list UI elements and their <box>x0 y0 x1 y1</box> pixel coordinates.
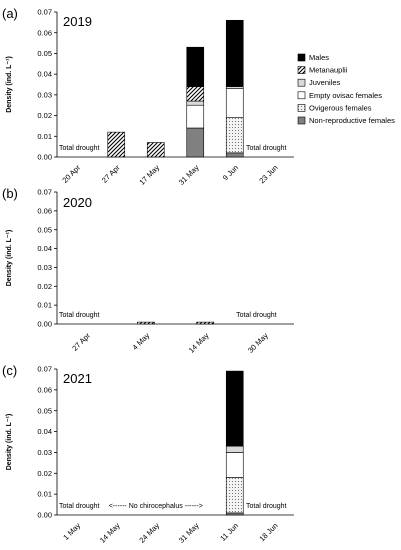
legend-label-empty-ovisac-females: Empty ovisac females <box>309 91 382 100</box>
y-tick-label: 0.02 <box>37 282 52 291</box>
x-tick-label: 17 May <box>137 163 161 187</box>
annotation-text: Total drought <box>236 312 277 319</box>
bar-metanauplii-14-may <box>196 321 214 325</box>
bar-empty-ovisac-females-11-jun <box>225 452 244 478</box>
panel-b: (b) Density (ind. L⁻¹) 0.00 0.01 0.02 0.03 0.0… <box>2 186 294 355</box>
y-axis-label: Density (ind. L⁻¹) <box>6 414 13 471</box>
year-label: 2021 <box>63 371 92 386</box>
y-tick-label: 0.05 <box>37 49 52 58</box>
y-tick-label: 0.04 <box>37 427 52 436</box>
bar-juveniles-11-jun <box>225 445 244 453</box>
bar-non-reproductive-females-9-jun <box>225 152 244 158</box>
y-tick-label: 0.06 <box>37 206 52 215</box>
y-tick-label: 0.04 <box>37 244 52 253</box>
y-tick-label: 0.04 <box>37 70 52 79</box>
panel-c: (c) Density (ind. L⁻¹) 0.00 0.01 0.02 0.03 0.0… <box>2 363 294 545</box>
legend-label-juveniles: Juveniles <box>309 78 341 87</box>
annotation-text: Total drought <box>246 503 287 510</box>
bar-ovigerous-females-11-jun <box>225 477 244 514</box>
x-tick-label: 27 Apr <box>100 163 122 185</box>
y-tick-label: 0.02 <box>37 469 52 478</box>
y-tick-label: 0.07 <box>37 188 52 197</box>
bar-metanauplii-31-may <box>186 86 205 102</box>
y-tick-label: 0.03 <box>37 448 52 457</box>
x-tick-label: 4 May <box>130 331 151 352</box>
x-tick-label: 1 May <box>61 521 82 542</box>
panel-label: (c) <box>2 363 17 378</box>
bar-non-reproductive-females-11-jun <box>225 512 244 516</box>
x-tick-label: 23 Jun <box>257 163 279 185</box>
legend-swatch-ovigerous-females <box>297 104 306 112</box>
x-tick-label: 31 May <box>177 521 201 545</box>
legend-swatch-empty-ovisac-females <box>297 91 306 100</box>
y-tick-label: 0.00 <box>37 153 52 162</box>
y-tick-label: 0.05 <box>37 225 52 234</box>
y-tick-label: 0.01 <box>37 490 52 499</box>
x-tick-label: 14 May <box>187 331 211 355</box>
legend-label-ovigerous-females: Ovigerous females <box>309 103 372 112</box>
x-tick-label: 11 Jun <box>218 521 240 543</box>
year-label: 2019 <box>63 14 92 29</box>
x-tick-label: 9 Jun <box>221 163 240 182</box>
legend-swatch-juveniles <box>297 78 306 87</box>
annotation-text: Total drought <box>59 312 100 319</box>
bar-non-reproductive-females-31-may <box>186 127 205 158</box>
legend-swatch-males <box>297 53 306 62</box>
bar-males-11-jun <box>225 370 244 447</box>
panel-label: (b) <box>2 186 18 201</box>
y-tick-label: 0.07 <box>37 365 52 374</box>
y-tick-label: 0.07 <box>37 8 52 17</box>
bar-males-31-may <box>186 46 205 87</box>
x-tick-label: 30 May <box>246 331 270 355</box>
legend-label-males: Males <box>309 53 329 62</box>
panel-a: (a) Density (ind. L⁻¹) 0.00 0.01 0.02 0.03 0.0… <box>2 6 395 187</box>
annotation-text: Total drought <box>246 145 287 152</box>
bar-empty-ovisac-females-9-jun <box>225 88 244 118</box>
year-label: 2020 <box>63 195 92 210</box>
panel-label: (a) <box>2 6 18 21</box>
x-tick-label: 18 Jun <box>257 521 279 543</box>
y-tick-label: 0.05 <box>37 406 52 415</box>
bar-juveniles-9-jun <box>225 86 244 89</box>
y-tick-label: 0.01 <box>37 301 52 310</box>
legend-label-metanauplii: Metanauplii <box>309 66 348 75</box>
annotation-text: <------ No chirocephalus ------> <box>109 503 203 510</box>
annotation-text: Total drought <box>59 503 100 510</box>
legend-label-non-reproductive-females: Non-reproductive females <box>309 116 395 125</box>
bar-juveniles-31-may <box>186 100 205 106</box>
bar-metanauplii-17-may <box>146 142 165 158</box>
y-tick-label: 0.02 <box>37 111 52 120</box>
x-tick-label: 20 Apr <box>60 163 82 185</box>
y-tick-label: 0.00 <box>37 511 52 520</box>
bar-ovigerous-females-9-jun <box>225 117 244 154</box>
y-axis-label: Density (ind. L⁻¹) <box>6 56 13 113</box>
x-tick-label: 31 May <box>177 163 201 187</box>
x-tick-label: 14 May <box>98 521 122 545</box>
bar-metanauplii-4-may <box>137 321 155 325</box>
legend-swatch-metanauplii <box>297 66 306 74</box>
bar-males-9-jun <box>225 19 244 87</box>
annotation-text: Total drought <box>59 145 100 152</box>
y-tick-label: 0.06 <box>37 385 52 394</box>
y-tick-label: 0.03 <box>37 263 52 272</box>
y-tick-label: 0.03 <box>37 90 52 99</box>
y-tick-label: 0.06 <box>37 28 52 37</box>
x-tick-label: 27 Apr <box>70 331 92 353</box>
legend: Males Metanauplii Juveniles Empty ovisac fe… <box>297 53 395 125</box>
y-axis-label: Density (ind. L⁻¹) <box>6 230 13 287</box>
x-tick-label: 24 May <box>137 521 161 545</box>
y-tick-label: 0.01 <box>37 132 52 141</box>
bar-metanauplii-27-apr <box>107 131 126 158</box>
legend-swatch-non-reproductive-females <box>297 116 306 125</box>
y-tick-label: 0.00 <box>37 320 52 329</box>
bar-empty-ovisac-females-31-may <box>186 104 205 129</box>
